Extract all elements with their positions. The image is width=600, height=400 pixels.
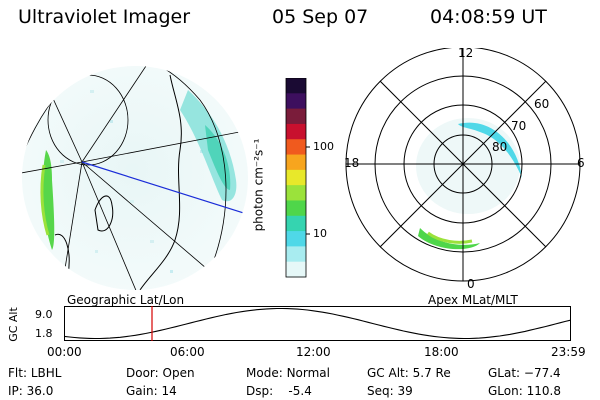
alt-ytick-1-8: 1.8 [35,327,53,340]
alt-ytick-9: 9.0 [35,308,53,321]
alt-xtick-1: 06:00 [170,345,205,359]
time-label: 04:08:59 UT [430,6,547,28]
info-mode: Mode: Normal [246,366,330,380]
info-dsp: Dsp: -5.4 [246,384,312,398]
lat-label-80: 80 [492,140,508,154]
lat-label-60: 60 [534,97,550,111]
coastline [139,74,182,290]
colorbar-tick-10: 10 [313,227,327,240]
alt-xtick-0: 00:00 [47,345,82,359]
colorbar-step [286,78,306,94]
colorbar-step [286,215,306,232]
mlt-label-18: 18 [344,156,360,170]
alt-xtick-2: 12:00 [296,345,331,359]
polar-grid [345,48,581,282]
colorbar-scale [286,78,306,278]
info-ip: IP: 36.0 [8,384,54,398]
colorbar-step [286,108,306,125]
info-filter: Flt: LBHL [8,366,62,380]
colorbar-step [286,200,306,217]
info-gain: Gain: 14 [126,384,177,398]
speckle-noise [60,90,203,273]
instrument-title: Ultraviolet Imager [18,6,191,28]
colorbar-step [286,246,306,263]
colorbar-step [286,154,306,171]
earth-disk [22,66,248,290]
colorbar-step [286,139,306,156]
colorbar-step [286,123,306,140]
colorbar-unit-label: photon cm⁻²s⁻¹ [251,138,266,232]
altitude-plot [64,306,571,341]
colorbar-step [286,261,306,278]
colorbar-step [286,93,306,110]
info-gcalt: GC Alt: 5.7 Re [367,366,451,380]
alt-xtick-4: 23:59 [551,345,586,359]
info-glat: GLat: −77.4 [488,366,561,380]
colorbar-step [286,185,306,202]
aurora-band-left [42,150,55,250]
alt-plot-frame [64,306,571,341]
left-panel-label: Geographic Lat/Lon [67,293,185,307]
info-seq: Seq: 39 [367,384,413,398]
mlt-label-12: 12 [458,46,474,60]
lat-label-70: 70 [511,119,527,133]
date-label: 05 Sep 07 [272,6,369,28]
auroral-oval-nightside [418,228,480,250]
info-door: Door: Open [126,366,195,380]
altitude-curve [64,307,571,340]
colorbar-step [286,231,306,247]
noon-meridian [81,161,248,216]
colorbar-step [286,169,306,186]
geographic-image [22,66,248,290]
auroral-oval-dayside [458,122,522,178]
mlt-label-6: 6 [577,156,585,170]
alt-ylabel: GC Alt [6,307,20,342]
auroral-oval-glow [416,118,520,214]
right-panel-label: Apex MLat/MLT [428,293,518,307]
alt-xtick-3: 18:00 [424,345,459,359]
info-glon: GLon: 110.8 [488,384,561,398]
mlt-label-0: 0 [467,277,475,291]
colorbar-tick-100: 100 [313,140,334,153]
polar-plot [345,48,581,282]
colorbar [285,78,310,278]
